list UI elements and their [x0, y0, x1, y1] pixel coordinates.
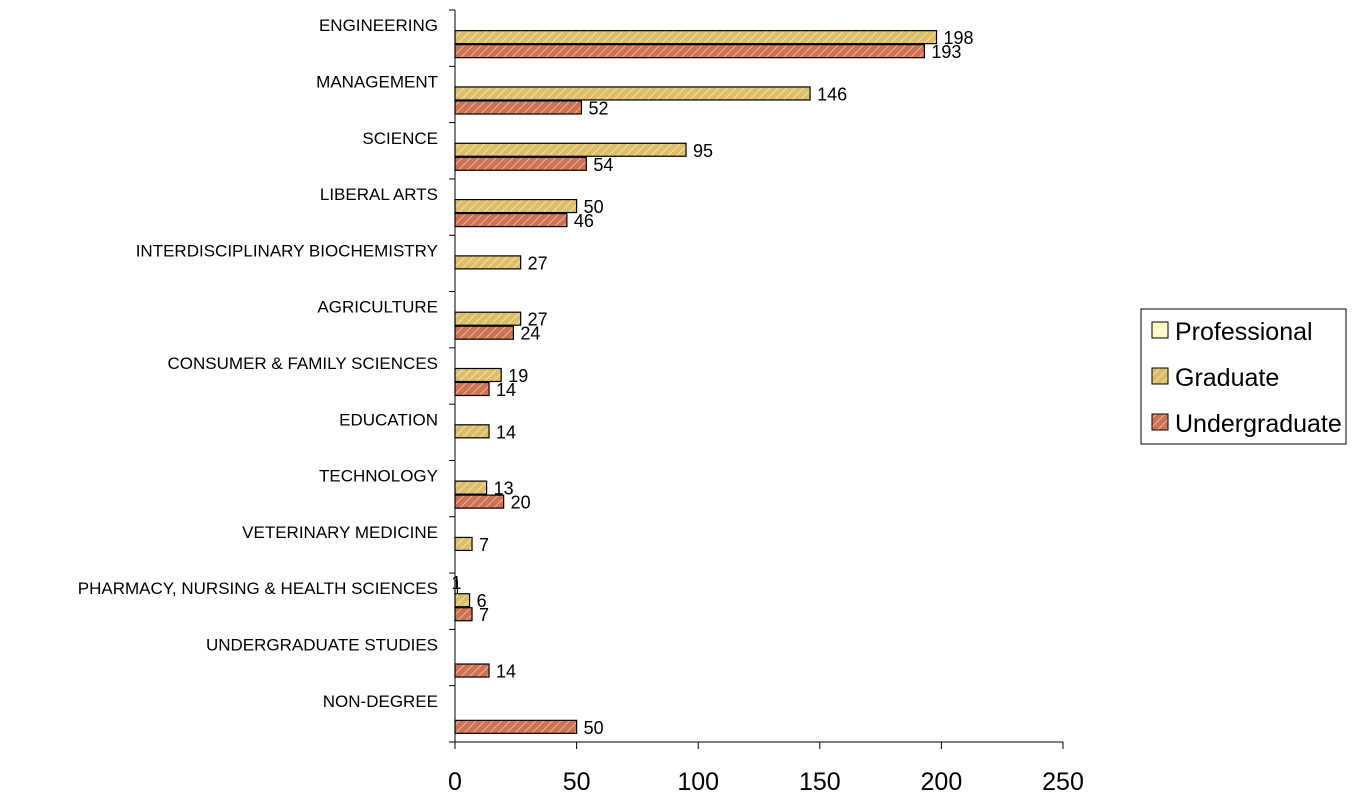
legend-label-professional: Professional	[1175, 318, 1313, 346]
category-label: VETERINARY MEDICINE	[242, 523, 438, 542]
bar-undergraduate	[454, 212, 568, 228]
data-label-professional: 1	[451, 573, 461, 593]
bar-undergraduate	[454, 156, 587, 171]
x-tick-label: 100	[677, 768, 719, 796]
category-label: PHARMACY, NURSING & HEALTH SCIENCES	[78, 579, 438, 598]
data-label-graduate: 13	[494, 479, 514, 499]
bars	[454, 30, 938, 734]
category-label: CONSUMER & FAMILY SCIENCES	[168, 354, 438, 373]
bar-graduate	[454, 480, 488, 495]
data-label-undergraduate: 46	[574, 211, 594, 231]
bar-undergraduate	[454, 494, 505, 509]
bar-graduate	[454, 86, 811, 101]
data-label-undergraduate: 24	[520, 324, 540, 344]
data-label-undergraduate: 193	[931, 42, 961, 62]
bar-graduate	[454, 311, 522, 326]
x-tick-label: 200	[921, 768, 963, 796]
data-label-graduate: 198	[944, 28, 974, 48]
labels: 0 50 100 150 200 250ENGINEERINGMANAGEMENTSCIE…	[78, 16, 1084, 796]
x-tick-label: 250	[1042, 768, 1084, 796]
data-label-graduate: 27	[528, 253, 548, 273]
x-tick-label: 150	[799, 768, 841, 796]
data-label-undergraduate: 54	[593, 155, 613, 175]
bar-graduate	[454, 424, 490, 439]
legend-swatch-professional	[1151, 321, 1169, 339]
x-tick-label: 50	[563, 768, 591, 796]
data-label-undergraduate: 7	[479, 605, 489, 625]
legend-swatch-undergraduate	[1151, 413, 1169, 431]
x-tick-label: 0	[448, 768, 462, 796]
data-label-graduate: 7	[479, 535, 489, 555]
axes	[449, 9, 1064, 749]
category-label: MANAGEMENT	[316, 72, 438, 91]
data-label-graduate: 14	[496, 422, 516, 442]
category-label: SCIENCE	[362, 129, 438, 148]
legend-swatch-graduate	[1151, 367, 1169, 385]
data-label-graduate: 95	[693, 141, 713, 161]
bar-graduate	[454, 367, 502, 383]
data-label-graduate: 6	[477, 591, 487, 611]
legend-box	[1140, 308, 1347, 445]
data-label-undergraduate: 14	[496, 380, 516, 400]
data-label-graduate: 19	[508, 366, 528, 386]
legend-label-graduate: Graduate	[1175, 364, 1279, 392]
bar-undergraduate	[454, 607, 473, 622]
category-label: EDUCATION	[339, 410, 438, 429]
data-label-undergraduate: 52	[588, 98, 608, 118]
category-label: AGRICULTURE	[317, 298, 438, 317]
category-label: LIBERAL ARTS	[320, 185, 438, 204]
data-label-undergraduate: 50	[584, 718, 604, 738]
legend: Professional Graduate Undergraduate	[1140, 308, 1347, 445]
bar-undergraduate	[454, 663, 490, 678]
category-label: INTERDISCIPLINARY BIOCHEMISTRY	[136, 241, 438, 260]
category-label: NON-DEGREE	[323, 692, 438, 711]
bar-undergraduate	[454, 381, 490, 397]
category-label: UNDERGRADUATE STUDIES	[206, 636, 438, 655]
bar-undergraduate	[454, 325, 514, 340]
bar-undergraduate	[454, 100, 583, 115]
data-label-undergraduate: 14	[496, 662, 516, 682]
bar-graduate	[454, 536, 473, 552]
bar-graduate	[454, 30, 938, 45]
bar-graduate	[454, 255, 522, 270]
legend-label-undergraduate: Undergraduate	[1175, 410, 1342, 438]
data-label-graduate: 50	[584, 197, 604, 217]
data-label-graduate: 27	[528, 310, 548, 330]
bar-undergraduate	[454, 44, 925, 59]
category-label: ENGINEERING	[319, 16, 438, 35]
bar-graduate	[454, 593, 471, 608]
bar-graduate	[454, 198, 578, 214]
data-label-graduate: 146	[817, 84, 847, 104]
bar-undergraduate	[454, 719, 578, 734]
category-label: TECHNOLOGY	[319, 467, 438, 486]
bar-graduate	[454, 142, 687, 157]
data-label-undergraduate: 20	[511, 493, 531, 513]
